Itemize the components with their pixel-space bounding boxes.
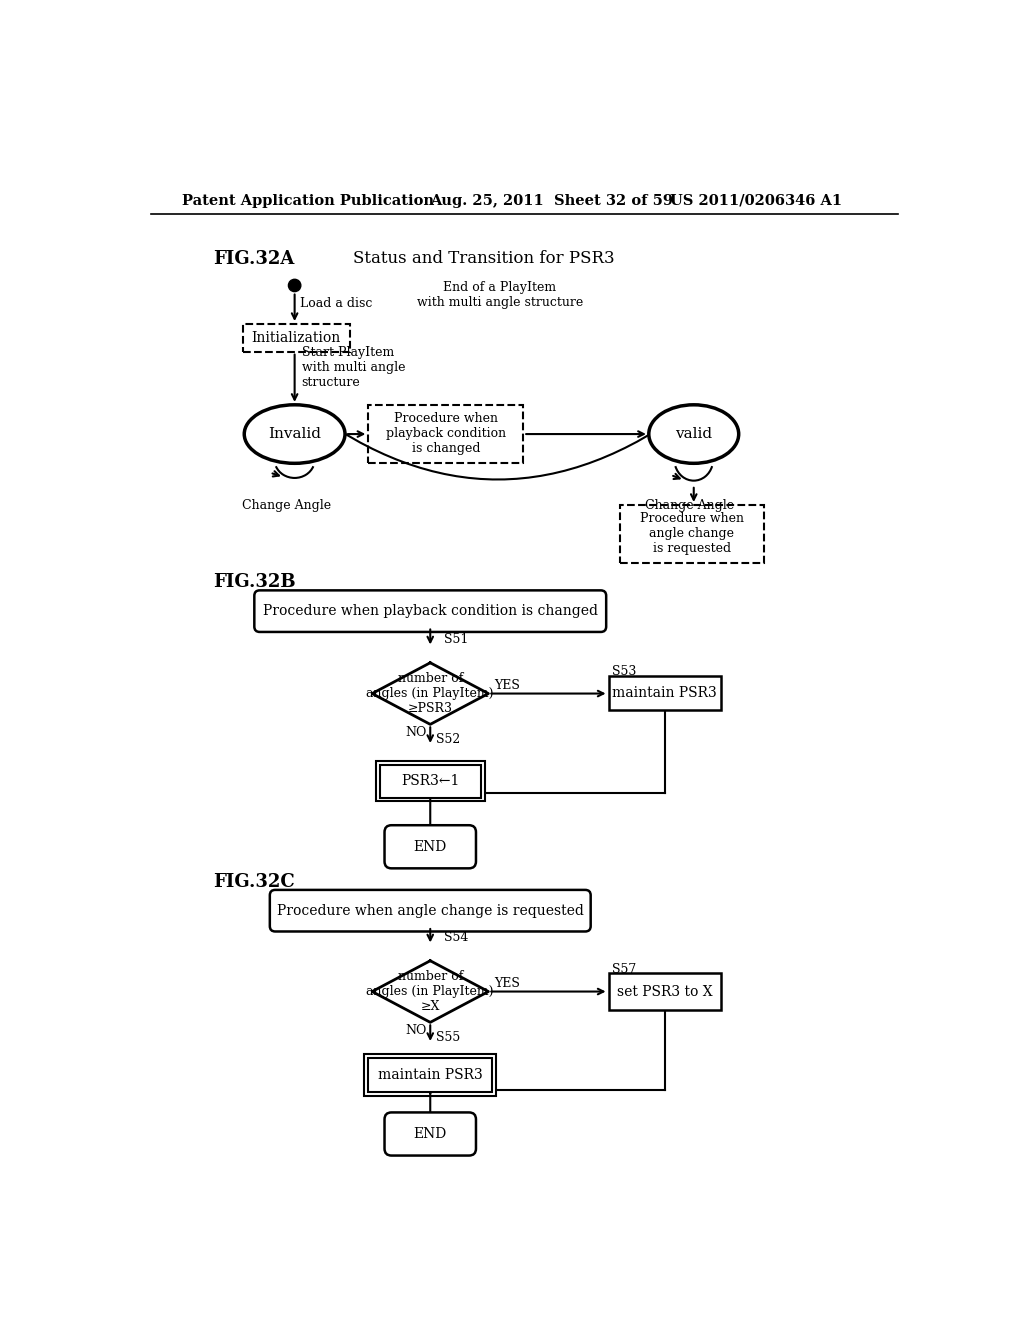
Text: END: END: [414, 1127, 446, 1140]
FancyArrowPatch shape: [306, 407, 691, 479]
FancyBboxPatch shape: [608, 676, 721, 710]
FancyBboxPatch shape: [365, 1053, 496, 1096]
Text: Procedure when
playback condition
is changed: Procedure when playback condition is cha…: [386, 412, 506, 455]
FancyBboxPatch shape: [243, 323, 349, 351]
Text: number of
angles (in PlayItem)
≥PSR3: number of angles (in PlayItem) ≥PSR3: [367, 672, 494, 715]
Text: Procedure when
angle change
is requested: Procedure when angle change is requested: [640, 512, 743, 556]
Text: S54: S54: [444, 931, 469, 944]
Text: NO: NO: [406, 1023, 427, 1036]
Text: FIG.32A: FIG.32A: [213, 249, 295, 268]
Text: Change Angle: Change Angle: [243, 499, 332, 512]
FancyBboxPatch shape: [621, 506, 764, 562]
Text: maintain PSR3: maintain PSR3: [378, 1068, 482, 1082]
Text: Status and Transition for PSR3: Status and Transition for PSR3: [352, 249, 614, 267]
Text: End of a PlayItem
with multi angle structure: End of a PlayItem with multi angle struc…: [417, 281, 583, 309]
Text: S51: S51: [444, 634, 469, 647]
Text: FIG.32B: FIG.32B: [213, 573, 296, 591]
Text: Invalid: Invalid: [268, 428, 322, 441]
Text: S53: S53: [612, 665, 637, 678]
FancyBboxPatch shape: [385, 825, 476, 869]
Text: set PSR3 to X: set PSR3 to X: [616, 985, 713, 998]
FancyBboxPatch shape: [369, 405, 523, 462]
FancyBboxPatch shape: [385, 1113, 476, 1155]
Text: number of
angles (in PlayItem)
≥X: number of angles (in PlayItem) ≥X: [367, 970, 494, 1012]
FancyBboxPatch shape: [608, 973, 721, 1010]
Text: S55: S55: [436, 1031, 461, 1044]
Ellipse shape: [649, 405, 738, 463]
Text: YES: YES: [495, 680, 520, 693]
Text: Load a disc: Load a disc: [300, 297, 373, 310]
Text: Start PlayItem
with multi angle
structure: Start PlayItem with multi angle structur…: [302, 346, 406, 389]
Text: Procedure when angle change is requested: Procedure when angle change is requested: [276, 904, 584, 917]
Text: Procedure when playback condition is changed: Procedure when playback condition is cha…: [263, 605, 598, 618]
FancyBboxPatch shape: [380, 766, 480, 797]
Text: YES: YES: [495, 977, 520, 990]
Text: valid: valid: [675, 428, 713, 441]
FancyBboxPatch shape: [254, 590, 606, 632]
Text: NO: NO: [406, 726, 427, 739]
FancyBboxPatch shape: [369, 1057, 493, 1093]
Text: maintain PSR3: maintain PSR3: [612, 686, 717, 700]
Text: FIG.32C: FIG.32C: [213, 874, 295, 891]
Text: Initialization: Initialization: [252, 331, 341, 345]
Text: PSR3←1: PSR3←1: [401, 775, 460, 788]
Polygon shape: [372, 663, 488, 725]
Text: S57: S57: [612, 964, 637, 977]
FancyBboxPatch shape: [376, 762, 484, 801]
FancyBboxPatch shape: [270, 890, 591, 932]
Text: US 2011/0206346 A1: US 2011/0206346 A1: [671, 194, 843, 207]
Text: S52: S52: [436, 733, 461, 746]
Text: Patent Application Publication: Patent Application Publication: [182, 194, 434, 207]
Ellipse shape: [245, 405, 345, 463]
Text: END: END: [414, 840, 446, 854]
Polygon shape: [372, 961, 488, 1022]
Circle shape: [289, 280, 301, 292]
Text: Aug. 25, 2011  Sheet 32 of 59: Aug. 25, 2011 Sheet 32 of 59: [430, 194, 673, 207]
Text: Change Angle: Change Angle: [645, 499, 734, 512]
